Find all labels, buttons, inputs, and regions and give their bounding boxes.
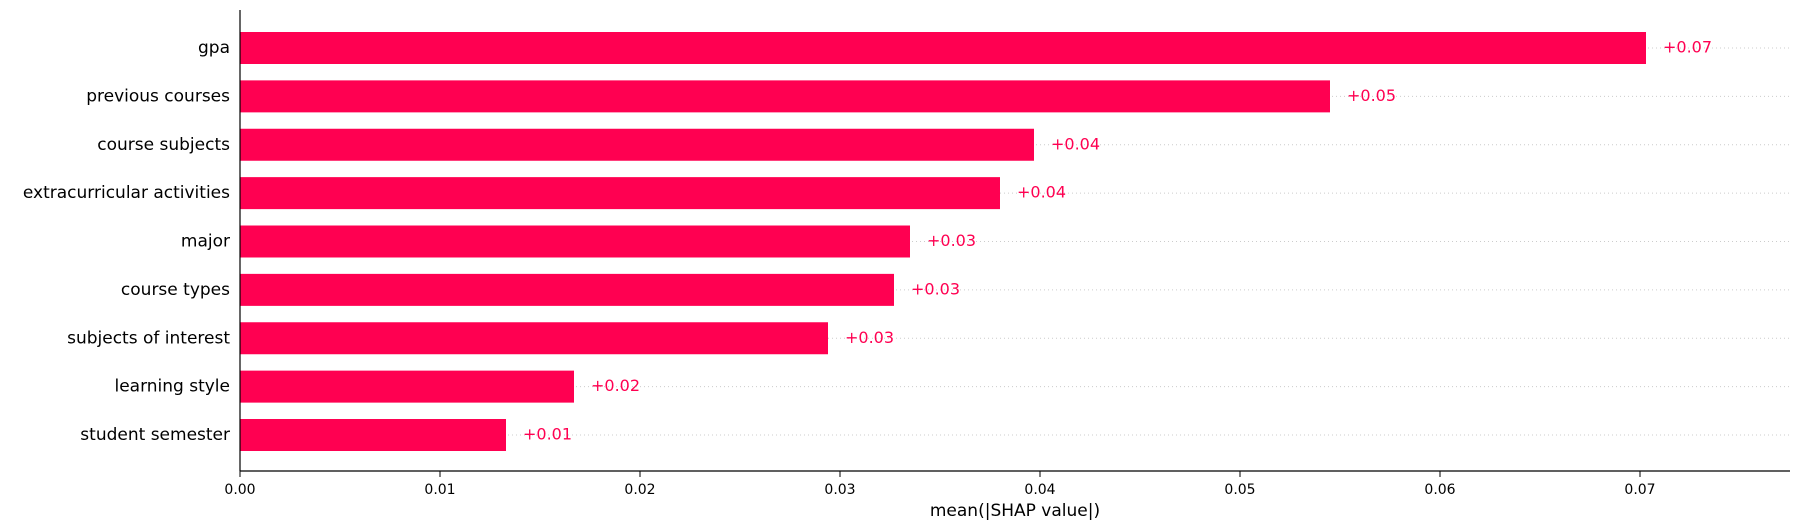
bar bbox=[240, 273, 894, 306]
feature-label: student semester bbox=[80, 425, 230, 445]
x-tick-label: 0.06 bbox=[1424, 482, 1455, 498]
feature-label: extracurricular activities bbox=[23, 183, 230, 203]
bar bbox=[240, 225, 910, 258]
value-label: +0.03 bbox=[927, 231, 976, 250]
bar bbox=[240, 80, 1330, 113]
value-label: +0.07 bbox=[1663, 38, 1712, 57]
bar bbox=[240, 32, 1646, 64]
value-labels: +0.07 +0.05 +0.04 +0.04 +0.03 +0.03 +0.03 +0.02… bbox=[523, 38, 1712, 444]
feature-label: gpa bbox=[198, 38, 230, 58]
x-tick-label: 0.07 bbox=[1624, 482, 1655, 498]
feature-label: course subjects bbox=[97, 135, 230, 155]
value-label: +0.01 bbox=[523, 425, 572, 444]
value-label: +0.03 bbox=[911, 279, 960, 298]
value-label: +0.04 bbox=[1017, 183, 1066, 202]
bar bbox=[240, 177, 1000, 210]
x-tick-label: 0.05 bbox=[1224, 482, 1255, 498]
value-label: +0.05 bbox=[1347, 86, 1396, 105]
bar bbox=[240, 128, 1034, 161]
value-label: +0.04 bbox=[1051, 134, 1100, 153]
x-tick-label: 0.00 bbox=[224, 482, 255, 498]
x-tick-label: 0.01 bbox=[424, 482, 455, 498]
feature-label: previous courses bbox=[86, 86, 230, 106]
bar bbox=[240, 370, 574, 403]
feature-labels: gpa previous courses course subjects extrac… bbox=[23, 38, 230, 445]
bar bbox=[240, 322, 828, 355]
x-axis-title: mean(|SHAP value|) bbox=[930, 501, 1100, 521]
value-label: +0.03 bbox=[845, 328, 894, 347]
feature-label: major bbox=[181, 232, 230, 252]
feature-label: subjects of interest bbox=[67, 328, 230, 348]
bars bbox=[240, 32, 1646, 451]
x-tick-label: 0.04 bbox=[1024, 482, 1055, 498]
x-tick-label: 0.02 bbox=[624, 482, 655, 498]
bar bbox=[240, 419, 506, 451]
feature-label: course types bbox=[121, 280, 230, 300]
value-label: +0.02 bbox=[591, 376, 640, 395]
axes: 0.00 0.01 0.02 0.03 0.04 0.05 0.06 0.07 bbox=[224, 10, 1790, 498]
feature-label: learning style bbox=[114, 377, 230, 397]
x-tick-label: 0.03 bbox=[824, 482, 855, 498]
